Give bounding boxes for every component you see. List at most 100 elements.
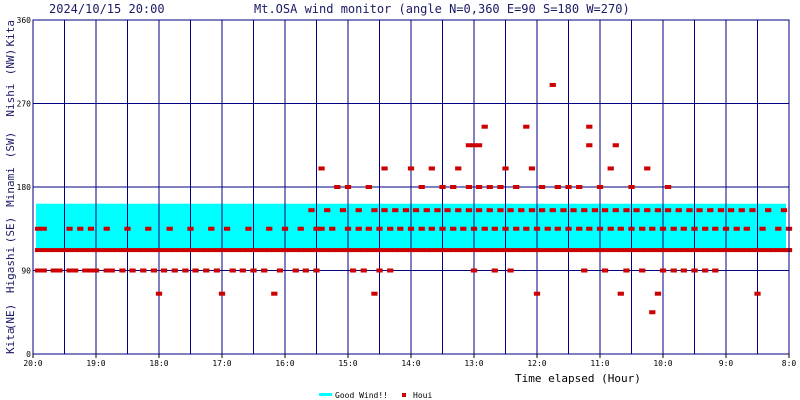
data-point xyxy=(203,248,210,253)
data-point xyxy=(633,208,640,213)
data-point xyxy=(586,226,593,231)
data-point xyxy=(439,185,446,189)
data-point xyxy=(513,226,520,231)
data-point xyxy=(775,248,782,253)
data-point xyxy=(160,268,168,273)
data-point xyxy=(140,268,147,273)
data-point xyxy=(460,226,467,231)
data-point xyxy=(439,248,446,253)
data-point xyxy=(166,226,173,231)
data-point xyxy=(255,248,262,253)
data-point xyxy=(601,268,609,273)
data-point xyxy=(365,226,372,231)
data-point xyxy=(271,291,278,296)
data-point xyxy=(649,310,656,315)
data-point xyxy=(628,226,635,231)
data-point xyxy=(187,248,194,253)
x-tick-label: 13:0 xyxy=(464,359,483,368)
data-point xyxy=(617,226,624,231)
data-point xyxy=(601,248,609,253)
data-point xyxy=(560,208,567,213)
data-point xyxy=(554,248,561,253)
data-point xyxy=(135,248,142,253)
data-point xyxy=(302,268,309,273)
data-point xyxy=(544,226,551,231)
data-point xyxy=(743,248,750,253)
data-point xyxy=(103,226,110,231)
legend-swatch-good-wind xyxy=(319,393,332,396)
data-point xyxy=(182,268,189,273)
data-point xyxy=(502,226,509,231)
data-point xyxy=(113,248,120,253)
data-point xyxy=(460,248,467,253)
data-point xyxy=(397,248,404,253)
data-point xyxy=(565,226,572,231)
data-point xyxy=(234,248,241,253)
y-axis-label-segment: Higashi xyxy=(4,247,17,293)
data-point xyxy=(339,248,347,253)
y-axis-label-segment: Minami xyxy=(4,167,17,207)
data-point xyxy=(302,248,309,253)
data-point xyxy=(418,226,425,231)
data-point xyxy=(712,268,719,273)
data-point xyxy=(129,268,136,273)
y-axis-label-segment: Nishi xyxy=(4,83,17,116)
data-point xyxy=(654,208,662,213)
data-point xyxy=(250,248,257,253)
data-point xyxy=(365,248,372,253)
data-point xyxy=(759,226,766,231)
data-point xyxy=(538,248,546,253)
y-axis-label-segment: (NW) xyxy=(4,49,17,76)
data-point xyxy=(576,248,583,253)
data-point xyxy=(475,208,483,213)
data-point xyxy=(140,248,147,253)
data-point xyxy=(223,226,231,231)
data-point xyxy=(450,226,457,231)
y-axis-label-segment: (SW) xyxy=(4,132,17,159)
data-point xyxy=(680,226,687,231)
x-tick-label: 14:0 xyxy=(401,359,420,368)
data-point xyxy=(297,248,304,253)
data-point xyxy=(775,226,782,231)
data-point xyxy=(376,268,383,273)
data-point xyxy=(507,208,514,213)
data-point xyxy=(538,185,546,189)
y-axis-label-segment: (NE) xyxy=(4,304,17,331)
data-point xyxy=(560,248,567,253)
y-axis-label-segment: (SE) xyxy=(4,217,17,244)
data-point xyxy=(591,208,599,213)
data-point xyxy=(371,248,378,253)
data-point xyxy=(40,248,47,253)
data-point xyxy=(66,226,73,231)
data-point xyxy=(696,248,703,253)
data-point xyxy=(318,166,325,171)
data-point xyxy=(428,248,435,253)
data-point xyxy=(355,226,362,231)
data-point xyxy=(103,248,110,253)
data-point xyxy=(392,208,399,213)
data-point xyxy=(738,208,745,213)
data-point xyxy=(717,248,725,253)
data-point xyxy=(686,208,693,213)
data-point xyxy=(749,248,756,253)
data-point xyxy=(308,248,315,253)
y-tick-label: 270 xyxy=(17,100,32,109)
data-point xyxy=(738,248,745,253)
data-point xyxy=(329,226,336,231)
data-point xyxy=(722,226,730,231)
data-point xyxy=(475,185,483,189)
data-point xyxy=(780,208,788,213)
data-point xyxy=(749,208,756,213)
data-point xyxy=(34,268,42,273)
legend-label-good-wind: Good Wind!! xyxy=(335,391,388,400)
data-point xyxy=(497,248,504,253)
data-point xyxy=(491,248,498,253)
data-point xyxy=(702,268,709,273)
ylabel-layer: Kita(NE)Higashi(SE)Minami(SW)Nishi(NW)Ki… xyxy=(4,20,17,354)
data-point xyxy=(434,208,441,213)
data-point xyxy=(549,82,556,87)
x-tick-label: 18:0 xyxy=(149,359,168,368)
data-point xyxy=(596,226,604,231)
data-point xyxy=(266,226,273,231)
data-point xyxy=(654,291,662,296)
